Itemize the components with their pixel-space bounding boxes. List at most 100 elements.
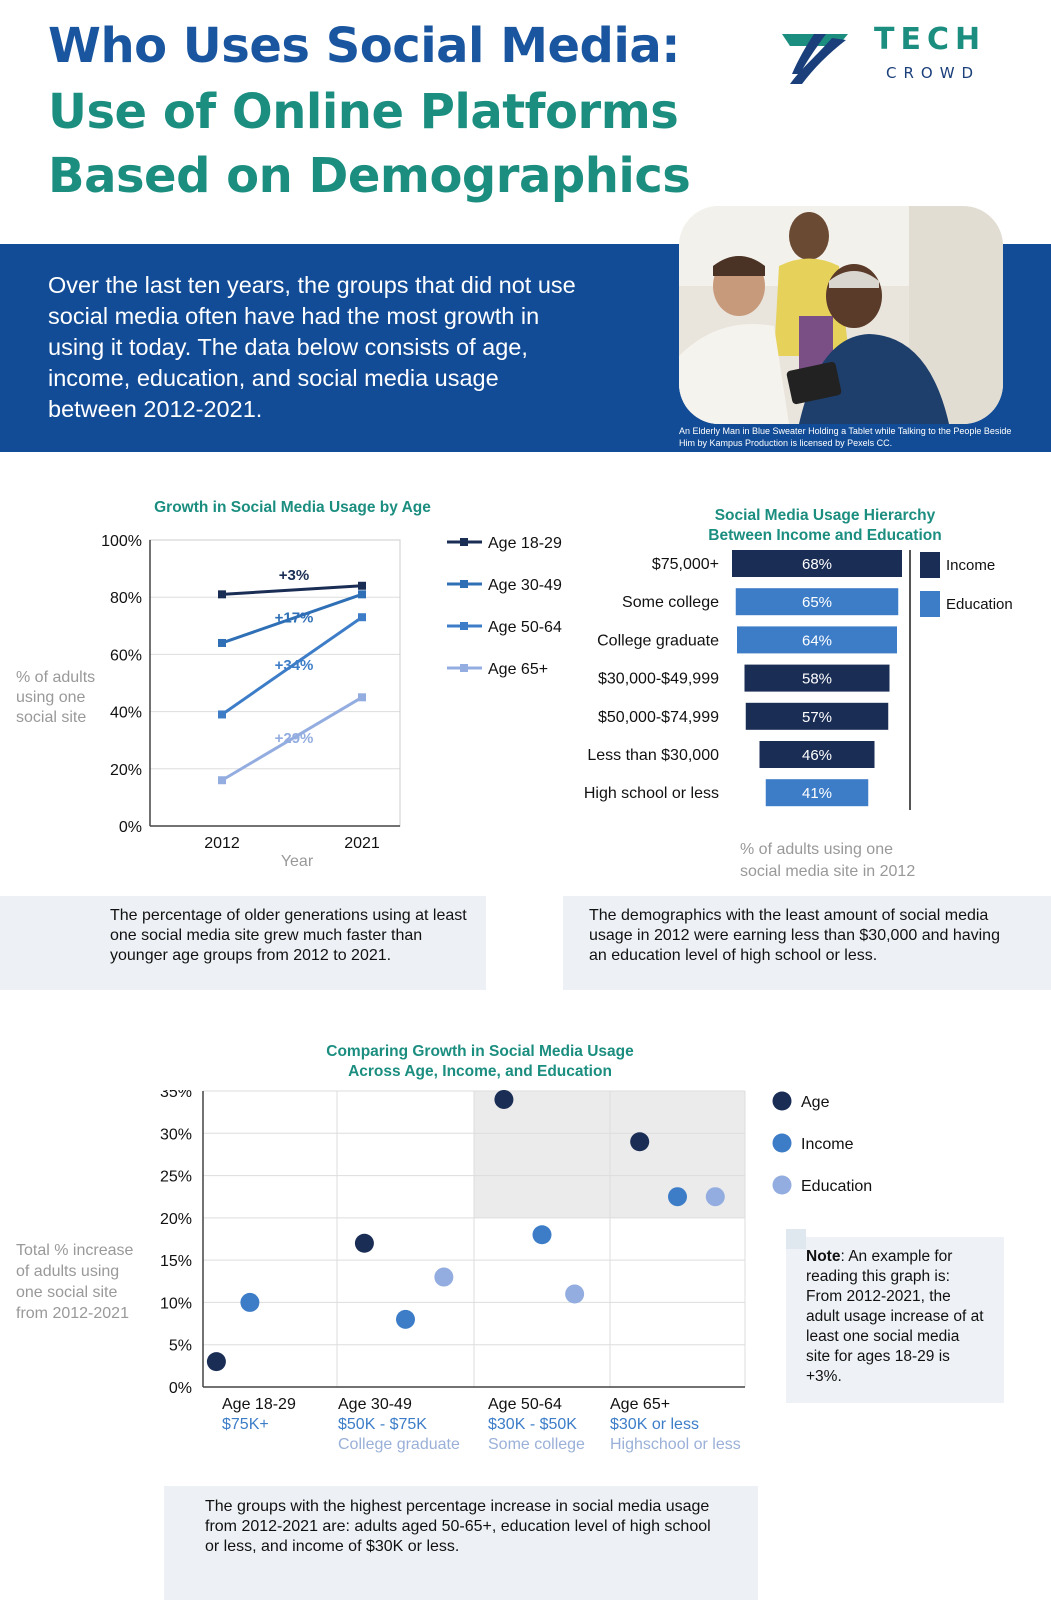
line-chart-ytick: 0% [119, 819, 142, 836]
bar-chart-title-line1: Social Media Usage Hierarchy [714, 507, 936, 524]
line-chart: 0% 20% 40% 60% 80% 100% 2012 2021 Year +3% Age 18-… [101, 533, 562, 870]
bar-chart-bar [737, 626, 897, 654]
scatter-legend-label: Education [801, 1178, 872, 1195]
line-chart-series-line [221, 696, 363, 782]
line-chart-legend-marker [460, 664, 468, 672]
bar-chart: 68% $75,000+ 65% Some college 64% College gra… [584, 550, 1013, 810]
scatter-chart-title-line2: Across Age, Income, and Education [348, 1063, 612, 1080]
scatter-ytick: 20% [160, 1211, 192, 1228]
line-chart-legend-label: Age 65+ [488, 661, 548, 678]
scatter-group-education-label: Highschool or less [610, 1436, 741, 1453]
scatter-note-text: : An example for reading this graph is: … [806, 1248, 984, 1385]
line-chart-legend-label: Age 50-64 [488, 619, 562, 636]
bar-chart-bar [732, 550, 902, 577]
scatter-chart: 0% 5% 10% 15% 20% 25% 30% 35% Age 18-29 $75K+ Age … [160, 1090, 872, 1453]
photo-caption: An Elderly Man in Blue Sweater Holding a… [679, 426, 1012, 448]
bar-chart-bar [759, 741, 875, 768]
scatter-point [668, 1187, 687, 1207]
scatter-note-corner [786, 1229, 806, 1249]
bar-chart-note: The demographics with the least amount o… [589, 907, 1000, 964]
scatter-group-education-label: College graduate [338, 1436, 460, 1453]
scatter-group-education-label: Some college [488, 1436, 585, 1453]
bar-chart-value-label: 46% [802, 747, 832, 764]
line-chart-legend-marker [460, 580, 468, 588]
line-chart-point [358, 613, 366, 622]
line-chart-point [358, 581, 366, 590]
scatter-point [206, 1352, 226, 1372]
scatter-ytick: 5% [169, 1338, 192, 1355]
scatter-ytick: 35% [160, 1090, 192, 1101]
scatter-group-income-label: $75K+ [222, 1416, 269, 1433]
line-chart-growth-label: +29% [275, 730, 314, 747]
scatter-legend-marker [772, 1133, 792, 1153]
scatter-legend-marker [772, 1091, 792, 1111]
intro-text: Over the last ten years, the groups that… [48, 272, 576, 422]
bar-chart-value-label: 58% [802, 671, 832, 688]
scatter-point [240, 1292, 260, 1312]
scatter-group-age-label: Age 30-49 [338, 1396, 412, 1413]
scatter-ytick: 10% [160, 1295, 192, 1312]
bar-chart-legend-swatch [920, 591, 940, 617]
line-chart-growth-label: +34% [275, 657, 314, 674]
scatter-chart-title-line1: Comparing Growth in Social Media Usage [326, 1043, 634, 1060]
scatter-point [434, 1267, 454, 1287]
logo-text-tech: TECH [874, 22, 987, 57]
scatter-point [532, 1225, 552, 1245]
line-chart-point [218, 590, 226, 599]
line-chart-note: The percentage of older generations usin… [110, 907, 467, 964]
line-chart-growth-label: +17% [275, 610, 314, 627]
line-chart-point [358, 693, 366, 702]
line-chart-legend-label: Age 18-29 [488, 535, 562, 552]
scatter-point [705, 1187, 725, 1207]
bar-chart-category-label: Less than $30,000 [587, 747, 719, 764]
scatter-group-income-label: $30K - $50K [488, 1416, 577, 1433]
logo-mark-icon [782, 34, 848, 84]
scatter-point [354, 1233, 374, 1253]
line-chart-series-line [221, 592, 363, 645]
scatter-ytick: 25% [160, 1169, 192, 1186]
line-chart-ytick: 100% [101, 533, 142, 550]
bar-chart-category-label: $75,000+ [652, 556, 719, 573]
scatter-note: Note: An example for reading this graph … [806, 1247, 986, 1387]
scatter-group-age-label: Age 65+ [610, 1396, 670, 1413]
bar-chart-title-line2: Between Income and Education [708, 527, 942, 544]
scatter-point [565, 1284, 585, 1304]
bar-chart-legend-label: Education [946, 596, 1013, 613]
line-chart-point [358, 590, 366, 599]
bar-chart-value-label: 41% [802, 785, 832, 802]
line-chart-point [218, 638, 226, 647]
scatter-summary: The groups with the highest percentage i… [205, 1498, 711, 1555]
line-chart-xtick: 2012 [204, 835, 240, 852]
line-chart-xtick: 2021 [344, 835, 380, 852]
bar-chart-bar [765, 779, 869, 807]
line-chart-note-box [0, 896, 486, 990]
bar-chart-xlabel-line2: social media site in 2012 [740, 863, 916, 880]
bar-chart-category-label: High school or less [584, 785, 719, 802]
tech-crowd-logo [770, 4, 1020, 100]
scatter-point [494, 1090, 514, 1109]
bar-chart-category-label: Some college [622, 594, 719, 611]
scatter-summary-box [164, 1486, 758, 1600]
scatter-point [396, 1309, 415, 1329]
photo-elderly-man-tablet [679, 206, 1003, 424]
line-chart-growth-label: +3% [279, 567, 309, 584]
line-chart-title: Growth in Social Media Usage by Age [154, 499, 431, 516]
line-chart-xlabel: Year [281, 853, 314, 870]
bar-chart-legend-label: Income [946, 557, 995, 574]
line-chart-ytick: 80% [110, 590, 142, 607]
scatter-ytick: 15% [160, 1253, 192, 1270]
bar-chart-note-box [563, 896, 1051, 990]
scatter-chart-ylabel: Total % increase of adults using one soc… [16, 1242, 134, 1322]
scatter-note-box [786, 1237, 1004, 1403]
line-chart-point [218, 710, 226, 719]
scatter-legend-label: Age [801, 1094, 830, 1111]
scatter-legend-marker [772, 1175, 792, 1195]
line-chart-series-line [221, 615, 363, 716]
bar-chart-value-label: 65% [802, 594, 832, 611]
bar-chart-bar [735, 588, 899, 616]
line-chart-ytick: 40% [110, 705, 142, 722]
scatter-legend-label: Income [801, 1136, 854, 1153]
line-chart-ylabel: % of adults using one social site [16, 669, 96, 726]
bar-chart-legend-swatch [920, 552, 940, 578]
line-chart-series-line [221, 584, 363, 596]
